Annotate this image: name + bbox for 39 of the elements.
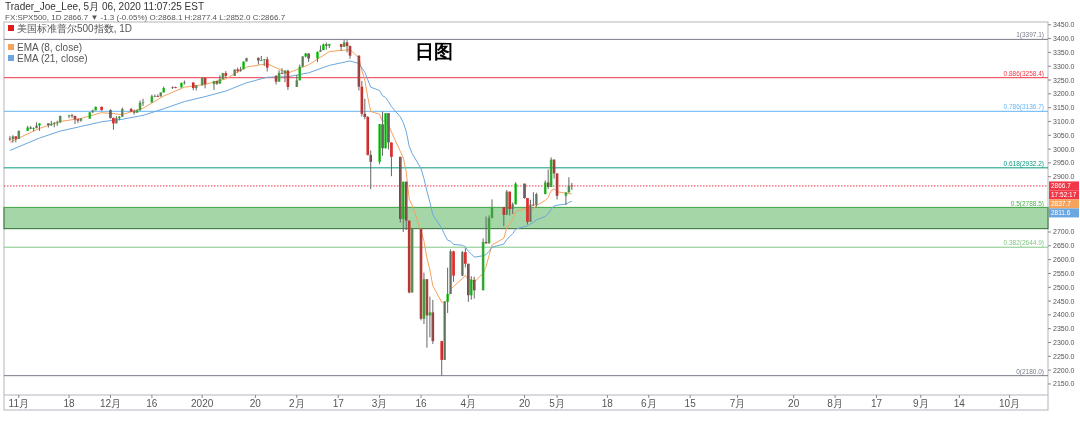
x-tick-label: 20 [518,398,531,409]
candlestick [38,122,41,132]
candlestick [200,77,204,86]
candlestick [325,41,328,51]
x-tick-label: 20 [249,398,262,409]
x-tick-label: 11月 [8,398,29,409]
candlestick [239,66,242,73]
text: 日图 [415,41,453,62]
x-tick-label: 4月 [460,398,477,409]
legend-label: EMA (21, close) [17,53,88,64]
x-tick-label: 5月 [549,398,565,409]
x-tick-label: 16 [415,398,428,409]
x-tick-label: 18 [63,398,76,409]
x-tick-label: 6月 [640,398,657,409]
x-tick-label: 17 [332,398,345,409]
x-tick-label: 3月 [371,398,388,409]
x-tick-label: 15 [684,398,697,409]
candlestick [47,122,50,129]
candlestick [328,43,331,49]
x-tick-label: 8月 [827,398,843,409]
x-tick-label: 2020 [191,398,214,409]
x-tick-label: 17 [870,398,883,409]
candlestick [262,58,266,67]
x-tick-label: 18 [601,398,614,409]
x-tick-label: 14 [953,398,966,409]
candlestick [260,55,263,62]
legend-label: 美国标准普尔500指数, 1D [17,23,133,34]
x-tick-label: 16 [146,398,158,409]
x-tick-label: 12月 [99,398,122,409]
x-tick-label: 10月 [998,398,1021,409]
x-tick-label: 9月 [913,398,929,409]
text: FX:SPX500, 1D 2866.7 ▼ -1.3 (-0.05%) O:2868.1 H:2877.4 L:2852.0 C:2866.7 [5,12,286,22]
x-tick-label: 2月 [289,398,305,409]
legend-label: EMA (8, close) [17,42,83,53]
x-tick-label: 7月 [729,398,746,409]
x-tick-label: 20 [788,398,800,409]
candlestick [32,126,35,132]
candlestick [245,57,248,63]
chart-subtitle: Trader_Joe_Lee, 5月 06, 2020 11:07:25 EST [5,0,205,12]
